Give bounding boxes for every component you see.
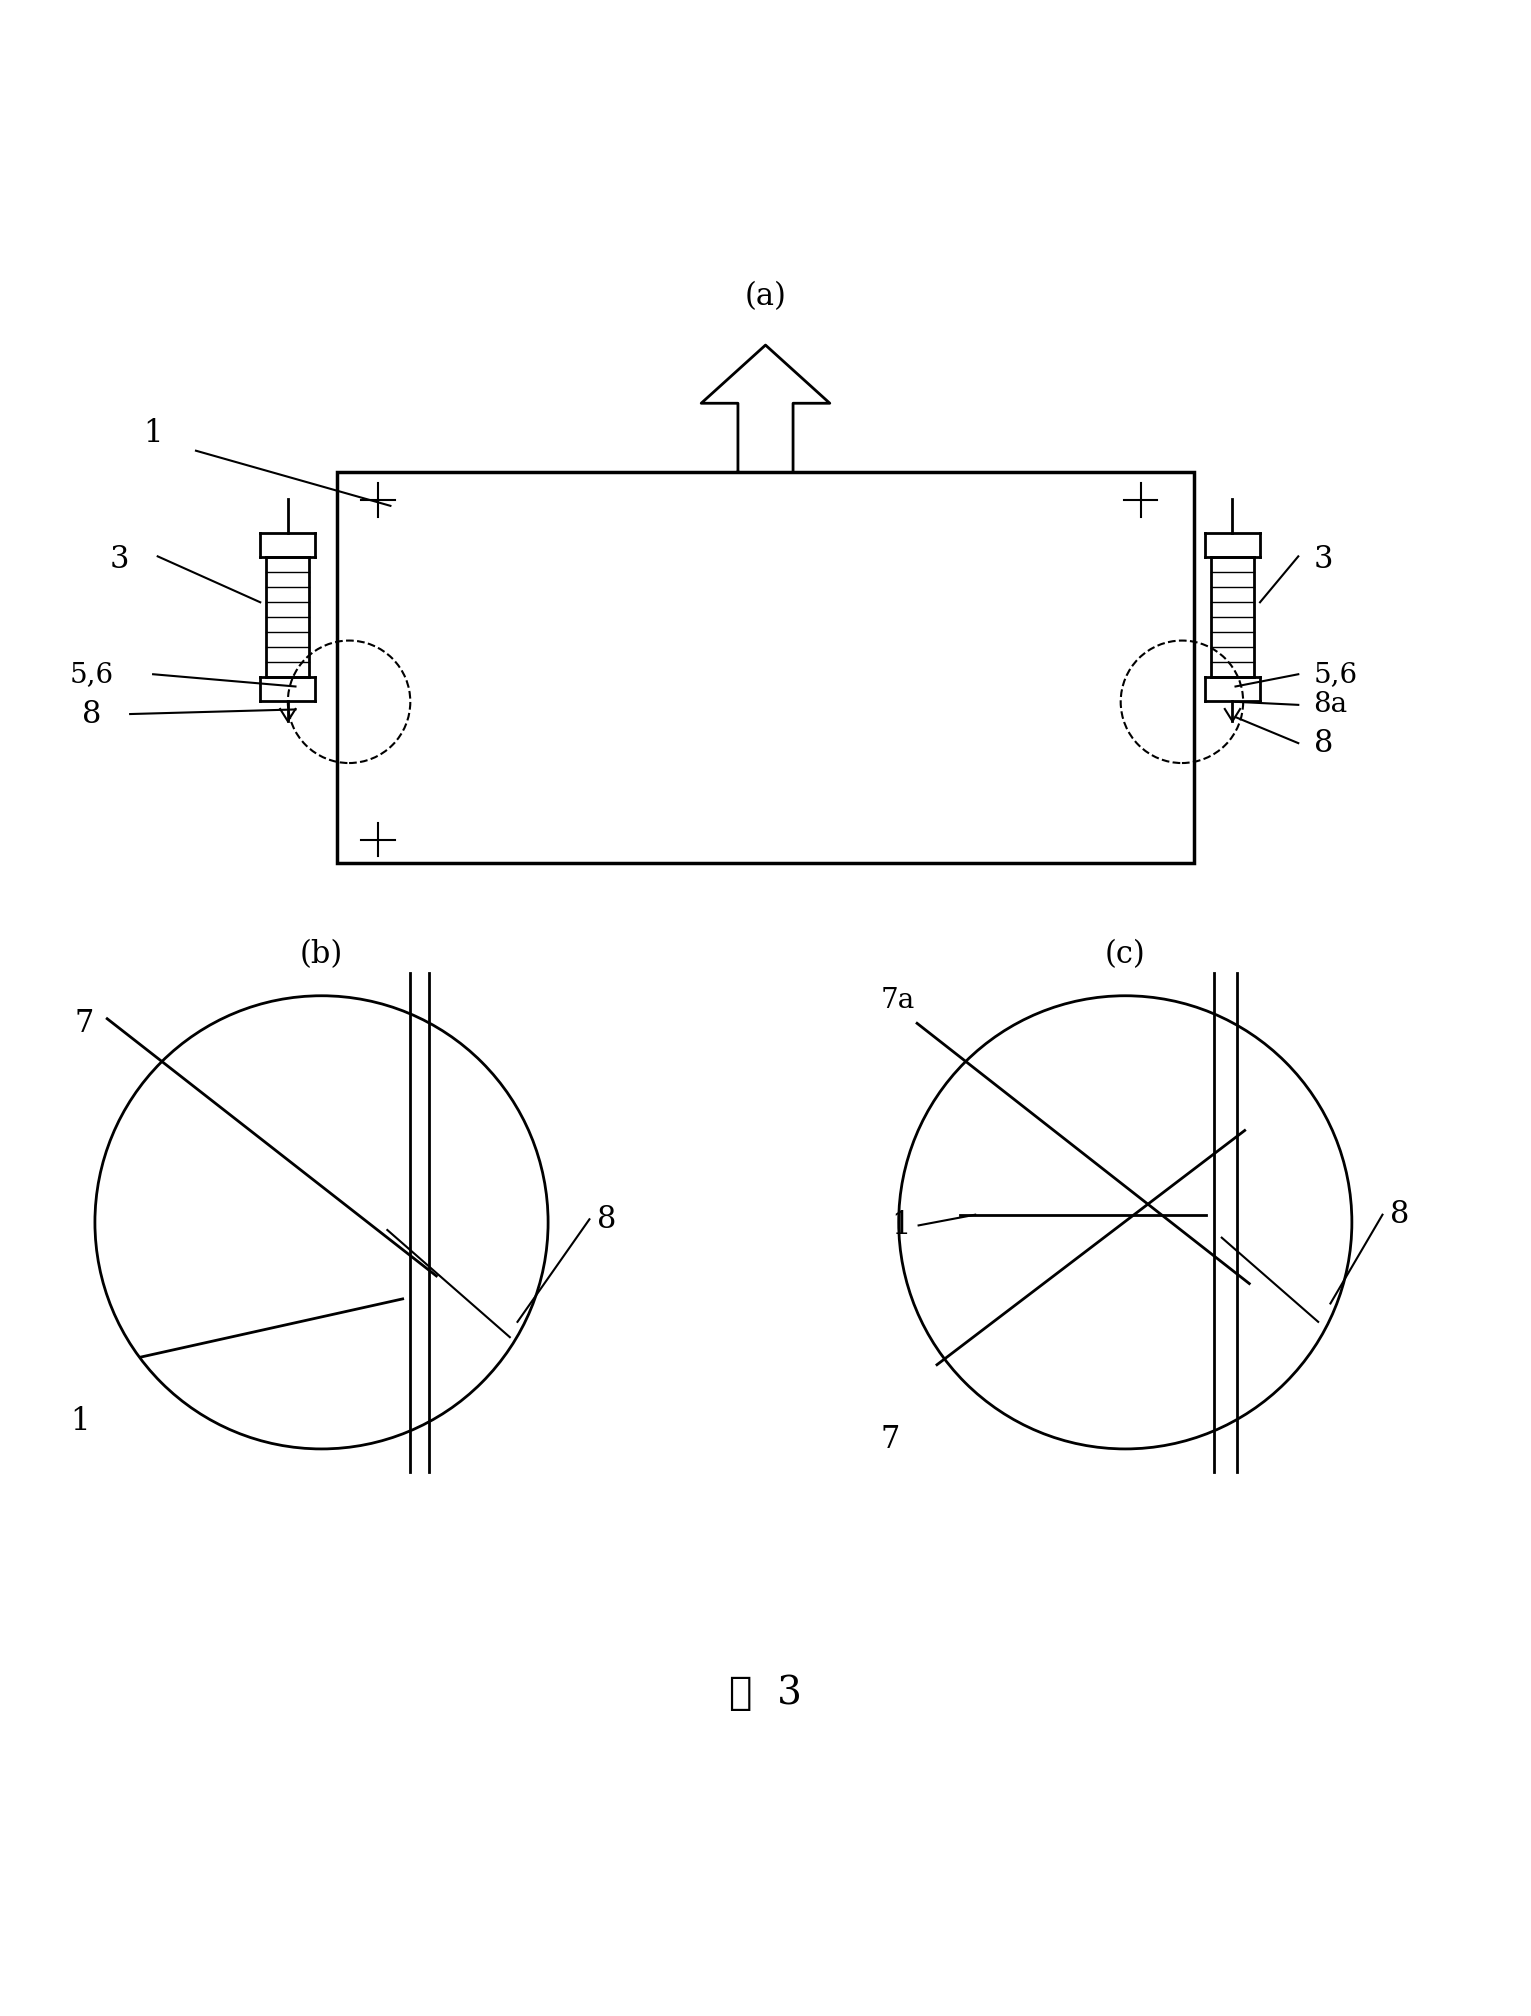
Text: (a): (a) bbox=[744, 280, 787, 312]
Text: 3: 3 bbox=[110, 544, 129, 575]
Text: 8: 8 bbox=[1314, 728, 1334, 758]
Text: 5,6: 5,6 bbox=[1314, 661, 1358, 687]
Text: 1: 1 bbox=[891, 1210, 911, 1242]
Text: 8: 8 bbox=[597, 1204, 617, 1234]
Text: 8a: 8a bbox=[1314, 691, 1347, 718]
Text: 1: 1 bbox=[144, 419, 162, 450]
Bar bbox=[337, 472, 1194, 863]
Text: 8: 8 bbox=[1390, 1200, 1410, 1230]
Text: 3: 3 bbox=[1314, 544, 1334, 575]
Polygon shape bbox=[701, 345, 830, 472]
Text: 8: 8 bbox=[83, 700, 101, 730]
Text: 5,6: 5,6 bbox=[70, 661, 113, 687]
Text: (c): (c) bbox=[1105, 939, 1145, 970]
Text: 7: 7 bbox=[880, 1423, 900, 1456]
Text: (b): (b) bbox=[300, 939, 343, 970]
Text: 7: 7 bbox=[75, 1008, 93, 1038]
Text: 图  3: 图 3 bbox=[729, 1675, 802, 1712]
Text: 7a: 7a bbox=[880, 988, 914, 1014]
Text: 1: 1 bbox=[70, 1405, 89, 1437]
